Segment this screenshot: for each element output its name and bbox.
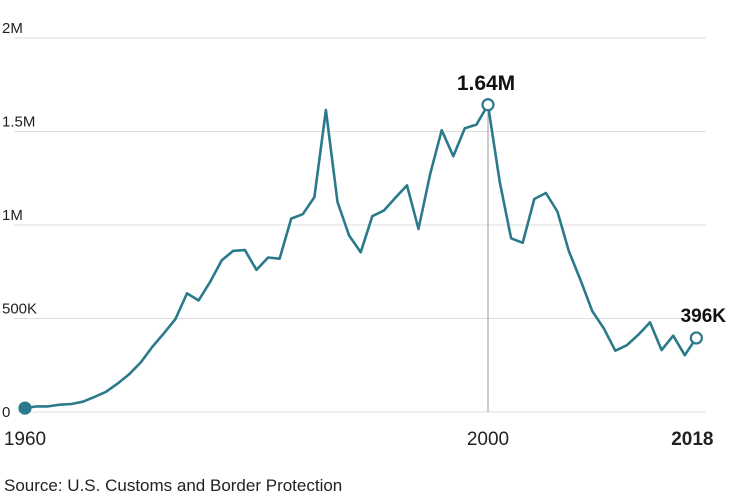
y-tick-label: 500K — [2, 301, 37, 318]
start-point — [18, 401, 32, 415]
peak-point — [481, 98, 495, 112]
x-tick-1960: 1960 — [4, 429, 46, 450]
y-tick-label: 0 — [2, 404, 10, 421]
series-line — [24, 103, 698, 410]
x-tick-2018: 2018 — [671, 429, 713, 450]
source-note: Source: U.S. Customs and Border Protecti… — [4, 476, 343, 495]
peak-label: 1.64M — [457, 72, 515, 95]
end-label: 396K — [681, 306, 727, 327]
x-tick-2000: 2000 — [467, 429, 509, 450]
end-point — [689, 331, 703, 345]
y-tick-label: 2M — [2, 20, 23, 37]
y-tick-label: 1M — [2, 207, 23, 224]
y-tick-label: 1.5M — [2, 114, 35, 131]
